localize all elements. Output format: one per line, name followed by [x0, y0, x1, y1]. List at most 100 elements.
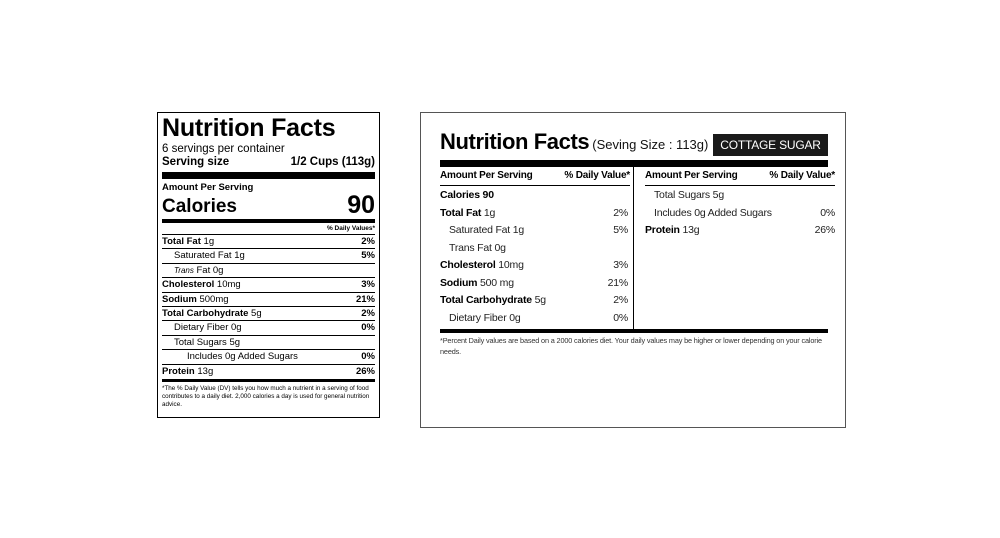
nutrient-row-total-sugars: Total Sugars 5g: [645, 186, 835, 204]
nutrient-dv: 0%: [361, 322, 375, 334]
nutrient-amount: 1g: [203, 236, 215, 247]
nutrient-dv: [628, 186, 630, 204]
medium-divider: [162, 219, 375, 223]
nutrient-dv: 3%: [361, 279, 375, 291]
nutrient-name: Sodium: [162, 293, 197, 305]
nutrient-dv: 5%: [361, 250, 375, 262]
nutrient-name: Protein: [645, 224, 680, 236]
label-title: Nutrition Facts: [162, 114, 336, 142]
nutrient-name: Cholesterol: [162, 279, 215, 291]
nutrient-dv: 5%: [613, 224, 628, 236]
nutrient-row-dietary-fiber: Dietary Fiber 0g 0%: [440, 309, 630, 327]
nutrient-dv: 0%: [361, 351, 375, 363]
nutrient-amount: Fat 0g: [196, 264, 224, 276]
footnote: *The % Daily Value (DV) tells you how mu…: [162, 384, 370, 408]
nutrient-row-added-sugars: Includes 0g Added Sugars 0%: [162, 350, 375, 365]
nutrient-row-sodium: Sodium 500mg 21%: [162, 293, 375, 307]
label-title: Nutrition Facts: [440, 129, 590, 154]
nutrient-dv: 2%: [613, 206, 628, 219]
left-column: Amount Per Serving % Daily Value* Calori…: [440, 167, 630, 326]
nutrient-row-total-carbohydrate: Total Carbohydrate 5g 2%: [440, 291, 630, 309]
nutrient-row-saturated-fat: Saturated Fat 1g 5%: [162, 249, 375, 264]
nutrient-dv: 26%: [355, 365, 375, 377]
nutrient-amount: 5g: [534, 294, 546, 306]
nutrient-name: Trans Fat 0g: [449, 241, 506, 254]
nutrient-dv: 21%: [355, 293, 375, 305]
nutrient-dv: 26%: [814, 224, 836, 236]
bottom-divider: [162, 378, 375, 382]
serving-size-row: Serving size 1/2 Cups (113g): [162, 156, 375, 172]
nutrient-dv: 0%: [820, 206, 835, 219]
nutrient-name: Total Carbohydrate: [162, 307, 249, 319]
nutrient-dv: 21%: [607, 276, 629, 289]
nutrient-name: Total Carbohydrate: [440, 294, 532, 306]
nutrient-name: Protein: [162, 365, 195, 377]
nutrient-name: Total Fat: [162, 236, 201, 247]
nutrient-row-protein: Protein 13g 26%: [645, 221, 835, 239]
nutrient-row-added-sugars: Includes 0g Added Sugars 0%: [645, 204, 835, 222]
nutrient-row-saturated-fat: Saturated Fat 1g 5%: [440, 221, 630, 239]
nutrient-amount: 500 mg: [480, 276, 514, 289]
nutrient-dv: 3%: [613, 259, 628, 271]
column-header: Amount Per Serving % Daily Value*: [645, 167, 835, 186]
servings-per-container: 6 servings per container: [162, 143, 285, 155]
nutrient-amount: 5g: [229, 336, 241, 348]
amount-per-serving-header: Amount Per Serving: [440, 170, 533, 181]
daily-value-header: % Daily Value*: [769, 170, 835, 181]
product-name-badge: COTTAGE SUGAR: [713, 134, 828, 156]
nutrient-row-total-fat: Total Fat 1g 2%: [440, 204, 630, 222]
nutrient-amount: 500mg: [199, 293, 229, 305]
nutrient-amount: 5g: [251, 307, 262, 319]
nutrient-dv: 0%: [613, 311, 628, 324]
tabular-header: Nutrition Facts (Seving Size : 113g): [440, 129, 708, 155]
nutrient-dv: [628, 239, 630, 257]
nutrient-row-trans-fat: Trans Fat 0g: [162, 264, 375, 279]
daily-values-header: % Daily Values*: [162, 223, 375, 235]
nutrient-amount: 1g: [234, 250, 245, 262]
nutrient-row-dietary-fiber: Dietary Fiber 0g 0%: [162, 321, 375, 336]
nutrient-row-total-fat: Total Fat 1g 2%: [162, 235, 375, 250]
calories-row: Calories 90: [162, 193, 375, 219]
thick-divider: [440, 160, 828, 167]
nutrient-dv: 2%: [613, 294, 628, 306]
nutrient-name: Includes 0g Added Sugars: [187, 351, 298, 363]
thick-divider: [162, 172, 375, 179]
serving-size: (Seving Size : 113g): [592, 137, 709, 152]
nutrient-amount: 10mg: [498, 259, 524, 271]
nutrient-name: Sodium: [440, 276, 478, 289]
vertical-nutrition-label: Nutrition Facts 6 servings per container…: [157, 112, 380, 418]
bottom-divider: [440, 329, 828, 333]
nutrient-name: Total Fat: [440, 206, 482, 219]
nutrient-name: Dietary Fiber 0g: [449, 311, 521, 324]
nutrient-name: Saturated Fat: [174, 250, 232, 262]
nutrient-row-sodium: Sodium 500 mg 21%: [440, 274, 630, 292]
nutrient-name: Total Sugars 5g: [654, 189, 724, 201]
calories-label: Calories: [162, 196, 237, 217]
footnote: *Percent Daily values are based on a 200…: [440, 336, 822, 356]
column-header: Amount Per Serving % Daily Value*: [440, 167, 630, 186]
calories-value: 90: [347, 191, 375, 219]
amount-per-serving: Amount Per Serving: [162, 182, 254, 193]
column-divider: [633, 160, 634, 330]
nutrient-row-protein: Protein 13g 26%: [162, 365, 375, 379]
nutrient-name: Calories 90: [440, 189, 494, 201]
nutrient-row-total-sugars: Total Sugars 5g: [162, 336, 375, 351]
nutrient-row-cholesterol: Cholesterol 10mg 3%: [162, 278, 375, 293]
nutrient-row-cholesterol: Cholesterol 10mg 3%: [440, 256, 630, 274]
nutrient-name: Includes 0g Added Sugars: [654, 206, 772, 219]
nutrient-name: Cholesterol: [440, 259, 496, 271]
right-column: Amount Per Serving % Daily Value* Total …: [645, 167, 835, 239]
nutrient-row-trans-fat: Trans Fat 0g: [440, 239, 630, 257]
nutrient-amount: 13g: [682, 224, 700, 236]
nutrient-amount: 10mg: [216, 279, 241, 291]
nutrient-name: Dietary Fiber: [174, 322, 229, 334]
daily-value-header: % Daily Value*: [564, 170, 630, 181]
nutrient-dv: 2%: [361, 236, 375, 247]
nutrient-dv: 2%: [361, 307, 375, 319]
nutrient-row-calories: Calories 90: [440, 186, 630, 204]
serving-size-label: Serving size: [162, 156, 230, 168]
nutrient-amount: 13g: [197, 365, 214, 377]
amount-per-serving-header: Amount Per Serving: [645, 170, 738, 181]
nutrient-row-total-carbohydrate: Total Carbohydrate 5g 2%: [162, 307, 375, 322]
nutrient-name: Saturated Fat 1g: [449, 224, 525, 236]
